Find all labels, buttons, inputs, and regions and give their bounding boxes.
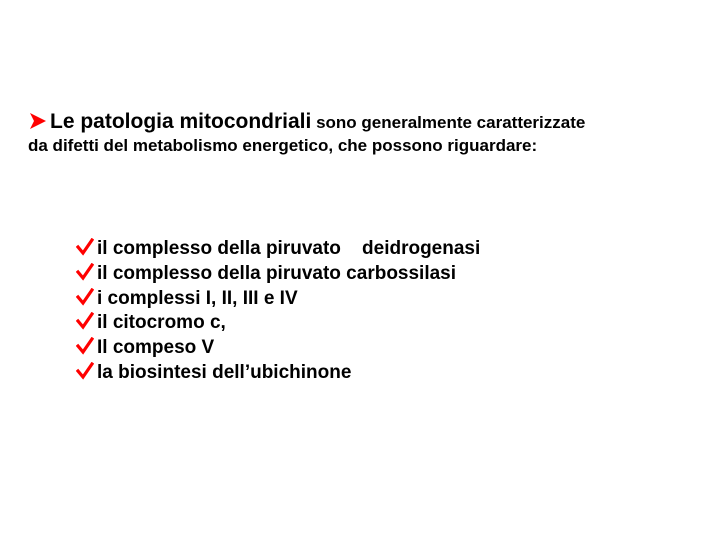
list-item: il complesso della piruvato deidrogenasi bbox=[76, 236, 700, 261]
list-item: i complessi I, II, III e IV bbox=[76, 286, 700, 311]
list-item-text: Il compeso V bbox=[97, 336, 214, 360]
intro-rest: sono generalmente caratterizzate bbox=[311, 113, 585, 132]
intro-line-2: da difetti del metabolismo energetico, c… bbox=[28, 136, 700, 156]
intro-emphasis: Le patologia mitocondriali bbox=[50, 110, 311, 133]
checkmark-icon bbox=[76, 337, 94, 355]
bullet-list: il complesso della piruvato deidrogenasi… bbox=[76, 236, 700, 385]
list-item: Il compeso V bbox=[76, 335, 700, 360]
checkmark-icon bbox=[76, 362, 94, 380]
checkmark-icon bbox=[76, 238, 94, 256]
list-item-text: la biosintesi dell’ubichinone bbox=[97, 361, 351, 385]
slide-content: Le patologia mitocondriali sono generalm… bbox=[28, 108, 700, 385]
list-item-text: il citocromo c, bbox=[97, 311, 226, 335]
list-item: la biosintesi dell’ubichinone bbox=[76, 360, 700, 385]
checkmark-icon bbox=[76, 288, 94, 306]
checkmark-icon bbox=[76, 263, 94, 281]
list-item: il complesso della piruvato carbossilasi bbox=[76, 261, 700, 286]
list-item: il citocromo c, bbox=[76, 310, 700, 335]
list-item-text: i complessi I, II, III e IV bbox=[97, 287, 298, 311]
list-item-text: il complesso della piruvato deidrogenasi bbox=[97, 237, 480, 261]
checkmark-icon bbox=[76, 312, 94, 330]
list-item-text: il complesso della piruvato carbossilasi bbox=[97, 262, 456, 286]
intro-line-1: Le patologia mitocondriali sono generalm… bbox=[28, 108, 700, 134]
pointer-icon bbox=[28, 111, 48, 131]
